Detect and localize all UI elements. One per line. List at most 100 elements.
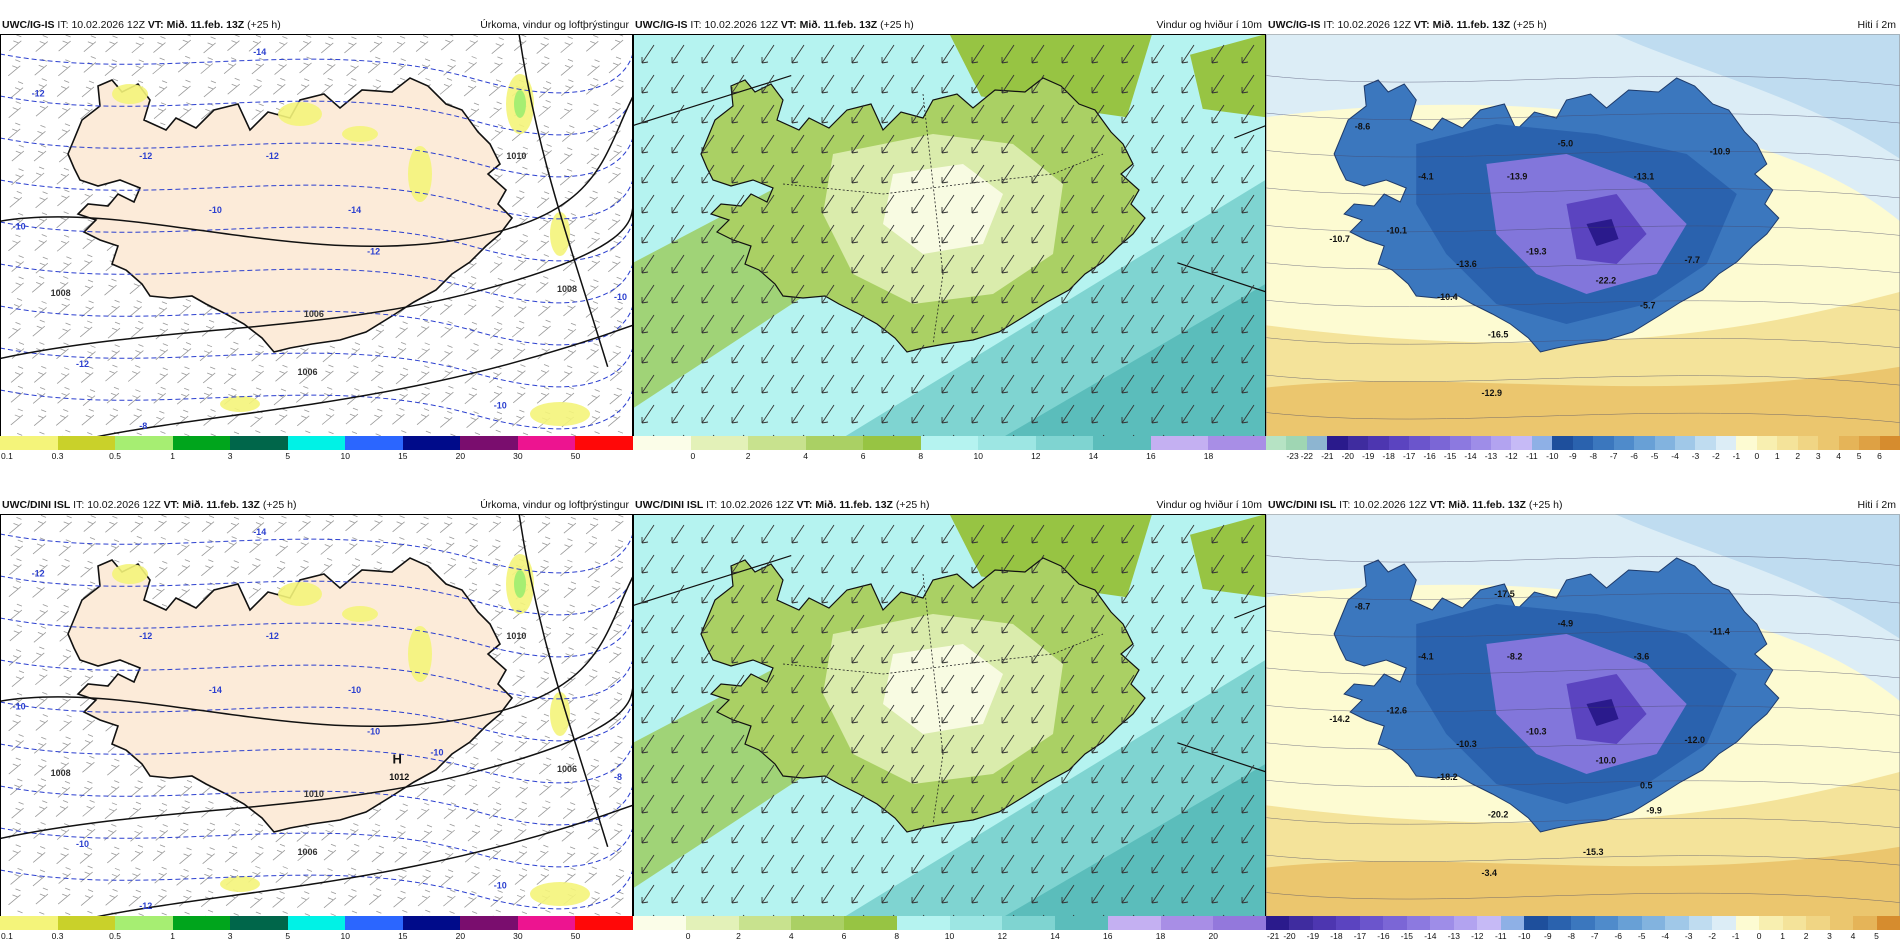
map-area[interactable] [633,514,1266,930]
temperature-value: -11.4 [1710,627,1730,637]
colorbar-tick-label: -8 [1589,451,1597,461]
temperature-value: -8.6 [1355,122,1371,132]
colorbar-tick-label: -3 [1691,451,1700,461]
colorbar-swatch [1736,436,1758,450]
isotherm-label: -12 [367,246,380,256]
isobars [0,34,633,450]
colorbar-tick-label: 16 [1146,451,1156,461]
colorbar-swatch [115,916,174,930]
high-label: H [392,752,401,767]
map-area[interactable] [633,34,1266,450]
panel-header: UWC/DINI ISL IT: 10.02.2026 12Z VT: Mið.… [633,496,1266,514]
temperature-value: -4.1 [1418,652,1434,662]
vt-label: VT: [796,499,813,511]
map-svg[interactable] [633,514,1266,930]
temperature-value: -8.7 [1355,602,1371,612]
colorbar-swatch [1359,916,1384,930]
vt-label: VT: [1413,19,1430,31]
panel-dini-precipitation: UWC/DINI ISL IT: 10.02.2026 12Z VT: Mið.… [0,496,634,946]
temperature-value: -13.9 [1507,172,1528,182]
isobar-label: 1008 [51,288,71,298]
colorbar-tick-label: -22 [1300,451,1314,461]
colorbar-swatch [1336,916,1361,930]
isotherm-label: -10 [348,685,361,695]
temperature-value: -10.3 [1526,726,1547,736]
colorbar-tick-label: 2 [1795,451,1801,461]
isobar-label: 1010 [506,151,526,161]
wind-arrows [641,524,1255,930]
panel-dini-temperature: UWC/DINI ISL IT: 10.02.2026 12Z VT: Mið.… [1266,496,1900,946]
colorbar-tick-label: 3 [227,931,233,941]
map-area[interactable]: 1010 1008 1006 1008 1006 -14 -12 -12 -12 -10 -10 -1… [0,34,633,450]
isotherm-label: -8 [139,421,147,431]
colorbar-swatch [1695,436,1717,450]
isotherm-label: -14 [209,685,222,695]
vt-label: VT: [780,19,797,31]
high-value: 1012 [389,772,409,782]
isotherm-label: -12 [32,568,45,578]
temperature-value: -10.9 [1710,147,1731,157]
isotherm-label: -10 [76,839,89,849]
colorbar-swatch [1853,916,1877,930]
isotherms [0,532,633,910]
colorbar-swatch [1759,916,1784,930]
colorbar-tick-label: 5 [285,931,291,941]
colorbar-tick-label: -7 [1590,931,1599,941]
isotherm-label: -8 [614,772,622,782]
colorbar-tick-label: 0.1 [1,451,13,461]
colorbar-swatch [1511,436,1533,450]
colorbar-tick-label: 3 [227,451,233,461]
colorbar-tick-label: -16 [1423,451,1436,461]
isotherm-label: -10 [209,205,222,215]
map-svg[interactable] [633,34,1266,450]
colorbar-swatch [896,916,950,930]
panel-title: Úrkoma, vindur og loftþrýstingur [480,499,629,511]
colorbar-tick-label: -4 [1661,931,1669,941]
isotherm-label: -12 [139,151,152,161]
colorbar-swatch [1035,436,1094,450]
map-area[interactable]: -8.7 -4.1 -8.2 -4.9 -3.6 -11.4 -14.2 -12.6 -10.3… [1266,514,1900,930]
isotherm-label: -10 [367,726,380,736]
colorbar-swatch [1838,436,1860,450]
colorbar-tick-label: -11 [1526,451,1538,461]
map-svg[interactable]: -8.7 -4.1 -8.2 -4.9 -3.6 -11.4 -14.2 -12.6 -10.3… [1266,514,1900,930]
colorbar-tick-label: 12 [1031,451,1041,461]
colorbar-tick-label: -15 [1400,931,1414,941]
colorbar-swatch [1409,436,1431,450]
colorbar-swatch [1524,916,1549,930]
temperature-value: 0.5 [1640,781,1653,791]
isotherm-label: -10 [494,400,507,410]
colorbar: 0 2 4 6 8 10 12 14 16 18 [633,436,1267,466]
colorbar-tick-label: -1 [1732,451,1741,461]
colorbar-swatch [1490,436,1512,450]
colorbar-swatch [517,436,576,450]
colorbar-tick-label: 3 [1827,931,1832,941]
colorbar-tick-label: 2 [745,451,751,461]
temperature-value: -10.7 [1329,234,1350,244]
colorbar-tick-label: 2 [1803,931,1809,941]
temperature-value: -20.2 [1488,810,1509,820]
temperature-values: -8.7 -4.1 -8.2 -4.9 -3.6 -11.4 -14.2 -12.6 -10.3… [1329,589,1729,878]
colorbar-tick-label: -11 [1494,931,1507,941]
colorbar-tick-label: -18 [1330,931,1343,941]
vt-value: Mið. 11.feb. 13Z [182,499,260,511]
colorbar-swatch [1477,916,1502,930]
map-area[interactable]: 1010 1008 1010 1006 1006 -14 -12 -12 -12 -14 -10 -1… [0,514,633,930]
colorbar-tick-label: -5 [1650,451,1659,461]
region-boundaries [782,573,1104,825]
colorbar-tick-label: -21 [1321,451,1334,461]
colorbar-tick-label: 18 [1203,451,1214,461]
colorbar-swatch [1688,916,1713,930]
colorbar-swatch [1093,436,1152,450]
colorbar-tick-label: 1 [1780,931,1785,941]
colorbar-tick-label: 30 [513,931,523,941]
colorbar-tick-label: -2 [1708,931,1716,941]
colorbar-tick-label: 6 [1877,451,1882,461]
colorbar-swatch [1879,436,1900,450]
vt-value: Mið. 11.feb. 13Z [1432,19,1511,31]
map-area[interactable]: -8.6 -4.1 -13.9 -5.0 -13.1 -10.9 -10.7 -10.1 -13… [1266,34,1900,450]
colorbar-tick-label: 1 [170,451,175,461]
map-svg[interactable]: -8.6 -4.1 -13.9 -5.0 -13.1 -10.9 -10.7 -10.1 -13… [1266,34,1900,450]
